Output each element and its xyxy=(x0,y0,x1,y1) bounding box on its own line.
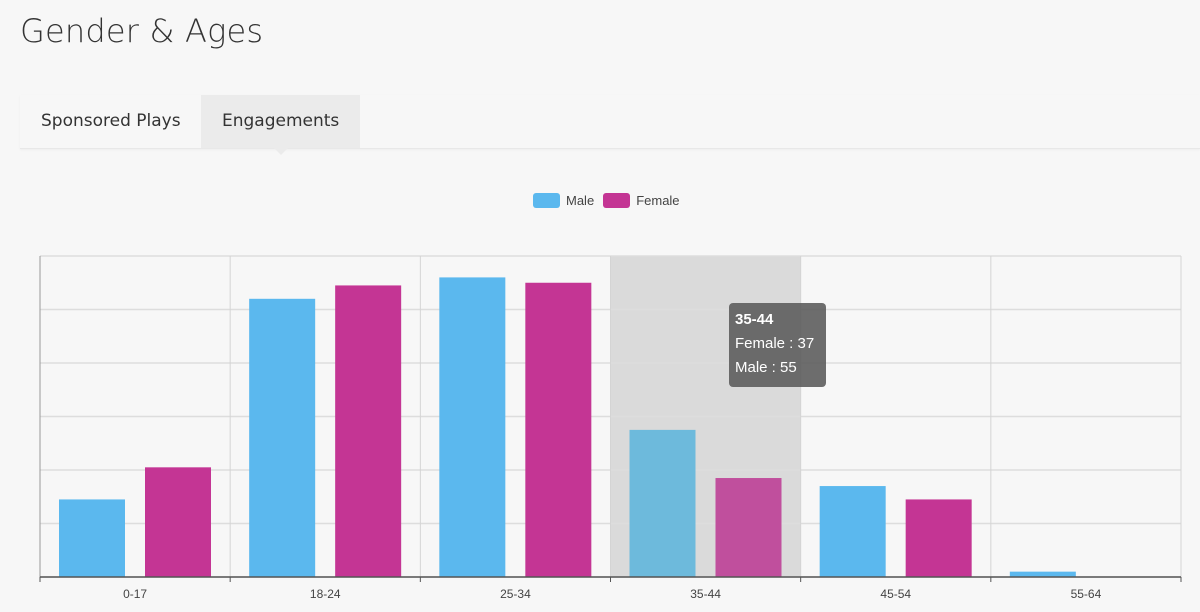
chart-legend: Male Female xyxy=(533,193,689,208)
x-tick-label: 18-24 xyxy=(310,587,341,601)
chart-tooltip: 35-44 Female : 37 Male : 55 xyxy=(729,303,826,387)
legend-item-female[interactable]: Female xyxy=(603,193,680,208)
bar-male-45-54 xyxy=(819,486,886,577)
bar-female-0-17 xyxy=(145,467,211,577)
bar-female-25-34 xyxy=(525,282,592,577)
legend-item-male[interactable]: Male xyxy=(533,193,594,208)
tab-engagements[interactable]: Engagements xyxy=(201,95,361,155)
bar-male-0-17 xyxy=(59,499,125,577)
bar-male-55-64 xyxy=(1009,571,1076,577)
tooltip-male: Male : 55 xyxy=(735,359,797,376)
bar-female-45-54 xyxy=(905,499,972,577)
x-tick-label: 25-34 xyxy=(500,587,531,601)
x-tick-label: 45-54 xyxy=(880,587,911,601)
page-title: Gender & Ages xyxy=(20,12,264,50)
bar-female-18-24 xyxy=(335,285,402,577)
legend-label-male: Male xyxy=(566,193,595,208)
bar-male-35-44 xyxy=(629,429,696,577)
bar-male-25-34 xyxy=(439,277,506,577)
tooltip-title: 35-44 xyxy=(735,311,774,328)
tab-bar: Sponsored Plays Engagements xyxy=(20,95,1200,155)
x-tick-label: 0-17 xyxy=(123,587,147,601)
legend-swatch-female xyxy=(603,193,631,208)
bar-female-35-44 xyxy=(715,478,782,577)
bar-male-18-24 xyxy=(249,298,316,577)
x-tick-label: 55-64 xyxy=(1071,587,1102,601)
x-tick-label: 35-44 xyxy=(690,587,721,601)
legend-label-female: Female xyxy=(636,193,680,208)
tab-sponsored-plays[interactable]: Sponsored Plays xyxy=(41,111,181,131)
legend-swatch-male xyxy=(533,193,560,208)
tooltip-female: Female : 37 xyxy=(735,335,815,352)
